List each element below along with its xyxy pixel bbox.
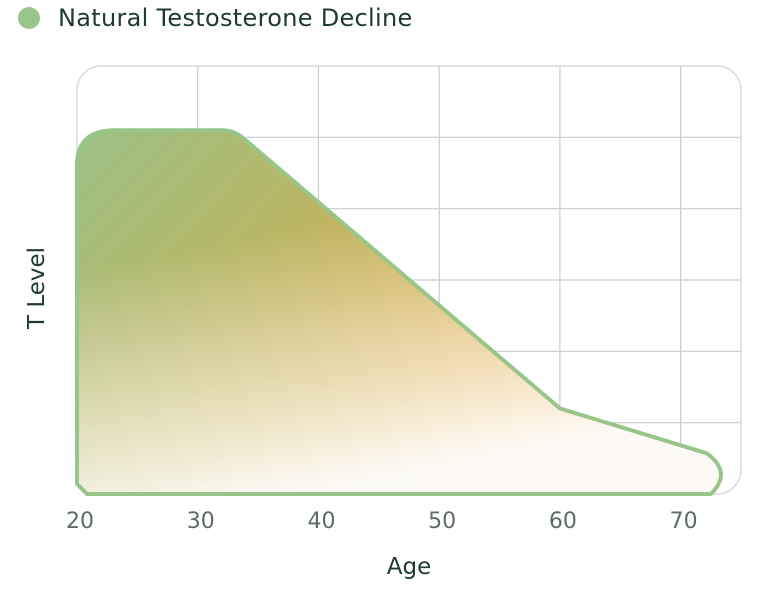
x-tick-label: 70 <box>670 509 698 534</box>
x-tick-label: 40 <box>307 509 335 534</box>
x-axis-label: Age <box>387 554 431 580</box>
series-line <box>75 128 723 496</box>
area-fade <box>77 130 721 494</box>
x-tick-label: 20 <box>66 509 94 534</box>
x-tick-label: 60 <box>549 509 577 534</box>
x-tick-label: 30 <box>187 509 215 534</box>
legend-marker <box>18 7 40 29</box>
area-layer <box>75 128 723 496</box>
legend-label: Natural Testosterone Decline <box>58 4 413 32</box>
x-tick-labels: 20 30 40 50 60 70 <box>66 509 698 534</box>
y-axis-label: T Level <box>24 247 50 330</box>
legend: Natural Testosterone Decline <box>18 4 413 32</box>
x-tick-label: 50 <box>428 509 456 534</box>
